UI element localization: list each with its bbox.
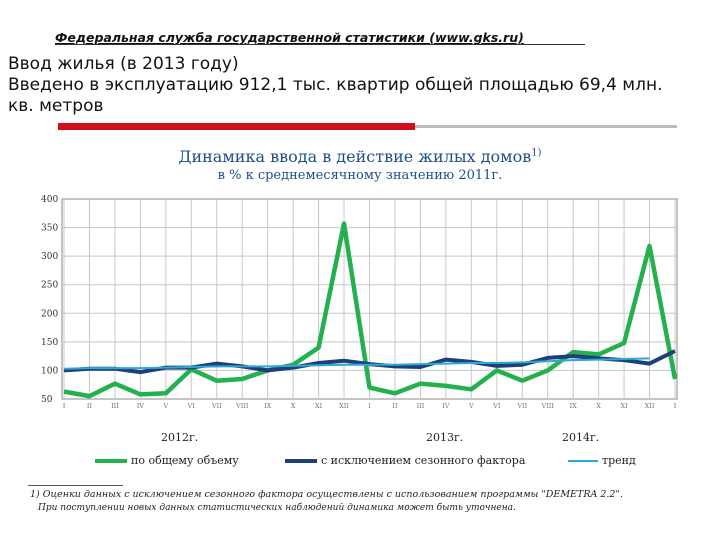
x-tick-label: IV — [137, 402, 145, 410]
x-tick-label: X — [291, 402, 296, 410]
chart-title-text: Динамика ввода в действие жилых домов — [178, 147, 532, 166]
y-tick-label: 350 — [41, 224, 58, 234]
x-tick-label: III — [417, 402, 425, 410]
x-tick-label: II — [87, 402, 93, 410]
x-tick-label: VI — [492, 402, 501, 410]
source-header: Федеральная служба государственной стати… — [55, 30, 524, 45]
year-label-2013: 2013г. — [426, 431, 464, 444]
x-tick-label: VI — [187, 402, 196, 410]
x-tick-label: XI — [315, 402, 323, 410]
grey-divider-bar — [415, 125, 677, 128]
x-tick-label: I — [63, 402, 66, 410]
x-tick-label: V — [162, 402, 168, 410]
x-tick-label: IV — [442, 402, 450, 410]
title-line-3: кв. метров — [8, 96, 104, 116]
chart-subtitle: в % к среднемесячному значению 2011г. — [217, 168, 503, 183]
red-divider-bar — [58, 123, 415, 130]
x-tick-label: IX — [570, 402, 578, 410]
y-tick-label: 400 — [41, 195, 58, 205]
x-tick-label: I — [674, 402, 677, 410]
y-tick-label: 150 — [41, 338, 58, 348]
footnote-1: 1) Оценки данных с исключением сезонного… — [30, 489, 623, 500]
footnote-separator — [28, 485, 123, 486]
legend-swatch-total — [95, 459, 127, 463]
footnote-2: При поступлении новых данных статистичес… — [38, 503, 516, 513]
x-tick-label: I — [368, 402, 371, 410]
legend-label-seasonal: с исключением сезонного фактора — [321, 454, 526, 467]
x-tick-label: V — [468, 402, 474, 410]
legend-label-trend: тренд — [602, 454, 636, 467]
title-line-2: Введено в эксплуатацию 912,1 тыс. кварти… — [8, 75, 663, 95]
year-label-2014: 2014г. — [562, 431, 600, 444]
legend-swatch-trend — [568, 460, 598, 462]
y-tick-label: 250 — [41, 281, 58, 291]
series-line-trend — [63, 357, 650, 370]
slide-title: Ввод жилья (в 2013 году) Введено в экспл… — [8, 54, 663, 117]
chart-title-footnote-mark: 1) — [531, 147, 542, 159]
year-label-2012: 2012г. — [161, 431, 199, 444]
y-tick-label: 100 — [41, 366, 58, 376]
title-line-1: Ввод жилья (в 2013 году) — [8, 54, 239, 74]
legend-swatch-seasonal — [285, 459, 317, 463]
header-underline — [55, 44, 585, 45]
x-tick-label: VIII — [541, 402, 555, 410]
x-tick-label: VII — [211, 402, 222, 410]
chart-title: Динамика ввода в действие жилых домов1) — [0, 147, 720, 166]
x-tick-label: XII — [645, 402, 655, 410]
x-tick-label: IX — [264, 402, 272, 410]
x-tick-label: II — [392, 402, 398, 410]
x-tick-label: VIII — [235, 402, 249, 410]
y-tick-label: 50 — [41, 395, 53, 405]
x-tick-label: X — [596, 402, 601, 410]
y-tick-label: 300 — [41, 252, 58, 262]
x-tick-label: VII — [516, 402, 527, 410]
x-tick-label: XI — [620, 402, 628, 410]
x-tick-label: III — [111, 402, 119, 410]
y-tick-label: 200 — [41, 309, 58, 319]
x-tick-label: XII — [339, 402, 349, 410]
legend-label-total: по общему объему — [131, 454, 239, 467]
series-line-total — [63, 221, 678, 399]
